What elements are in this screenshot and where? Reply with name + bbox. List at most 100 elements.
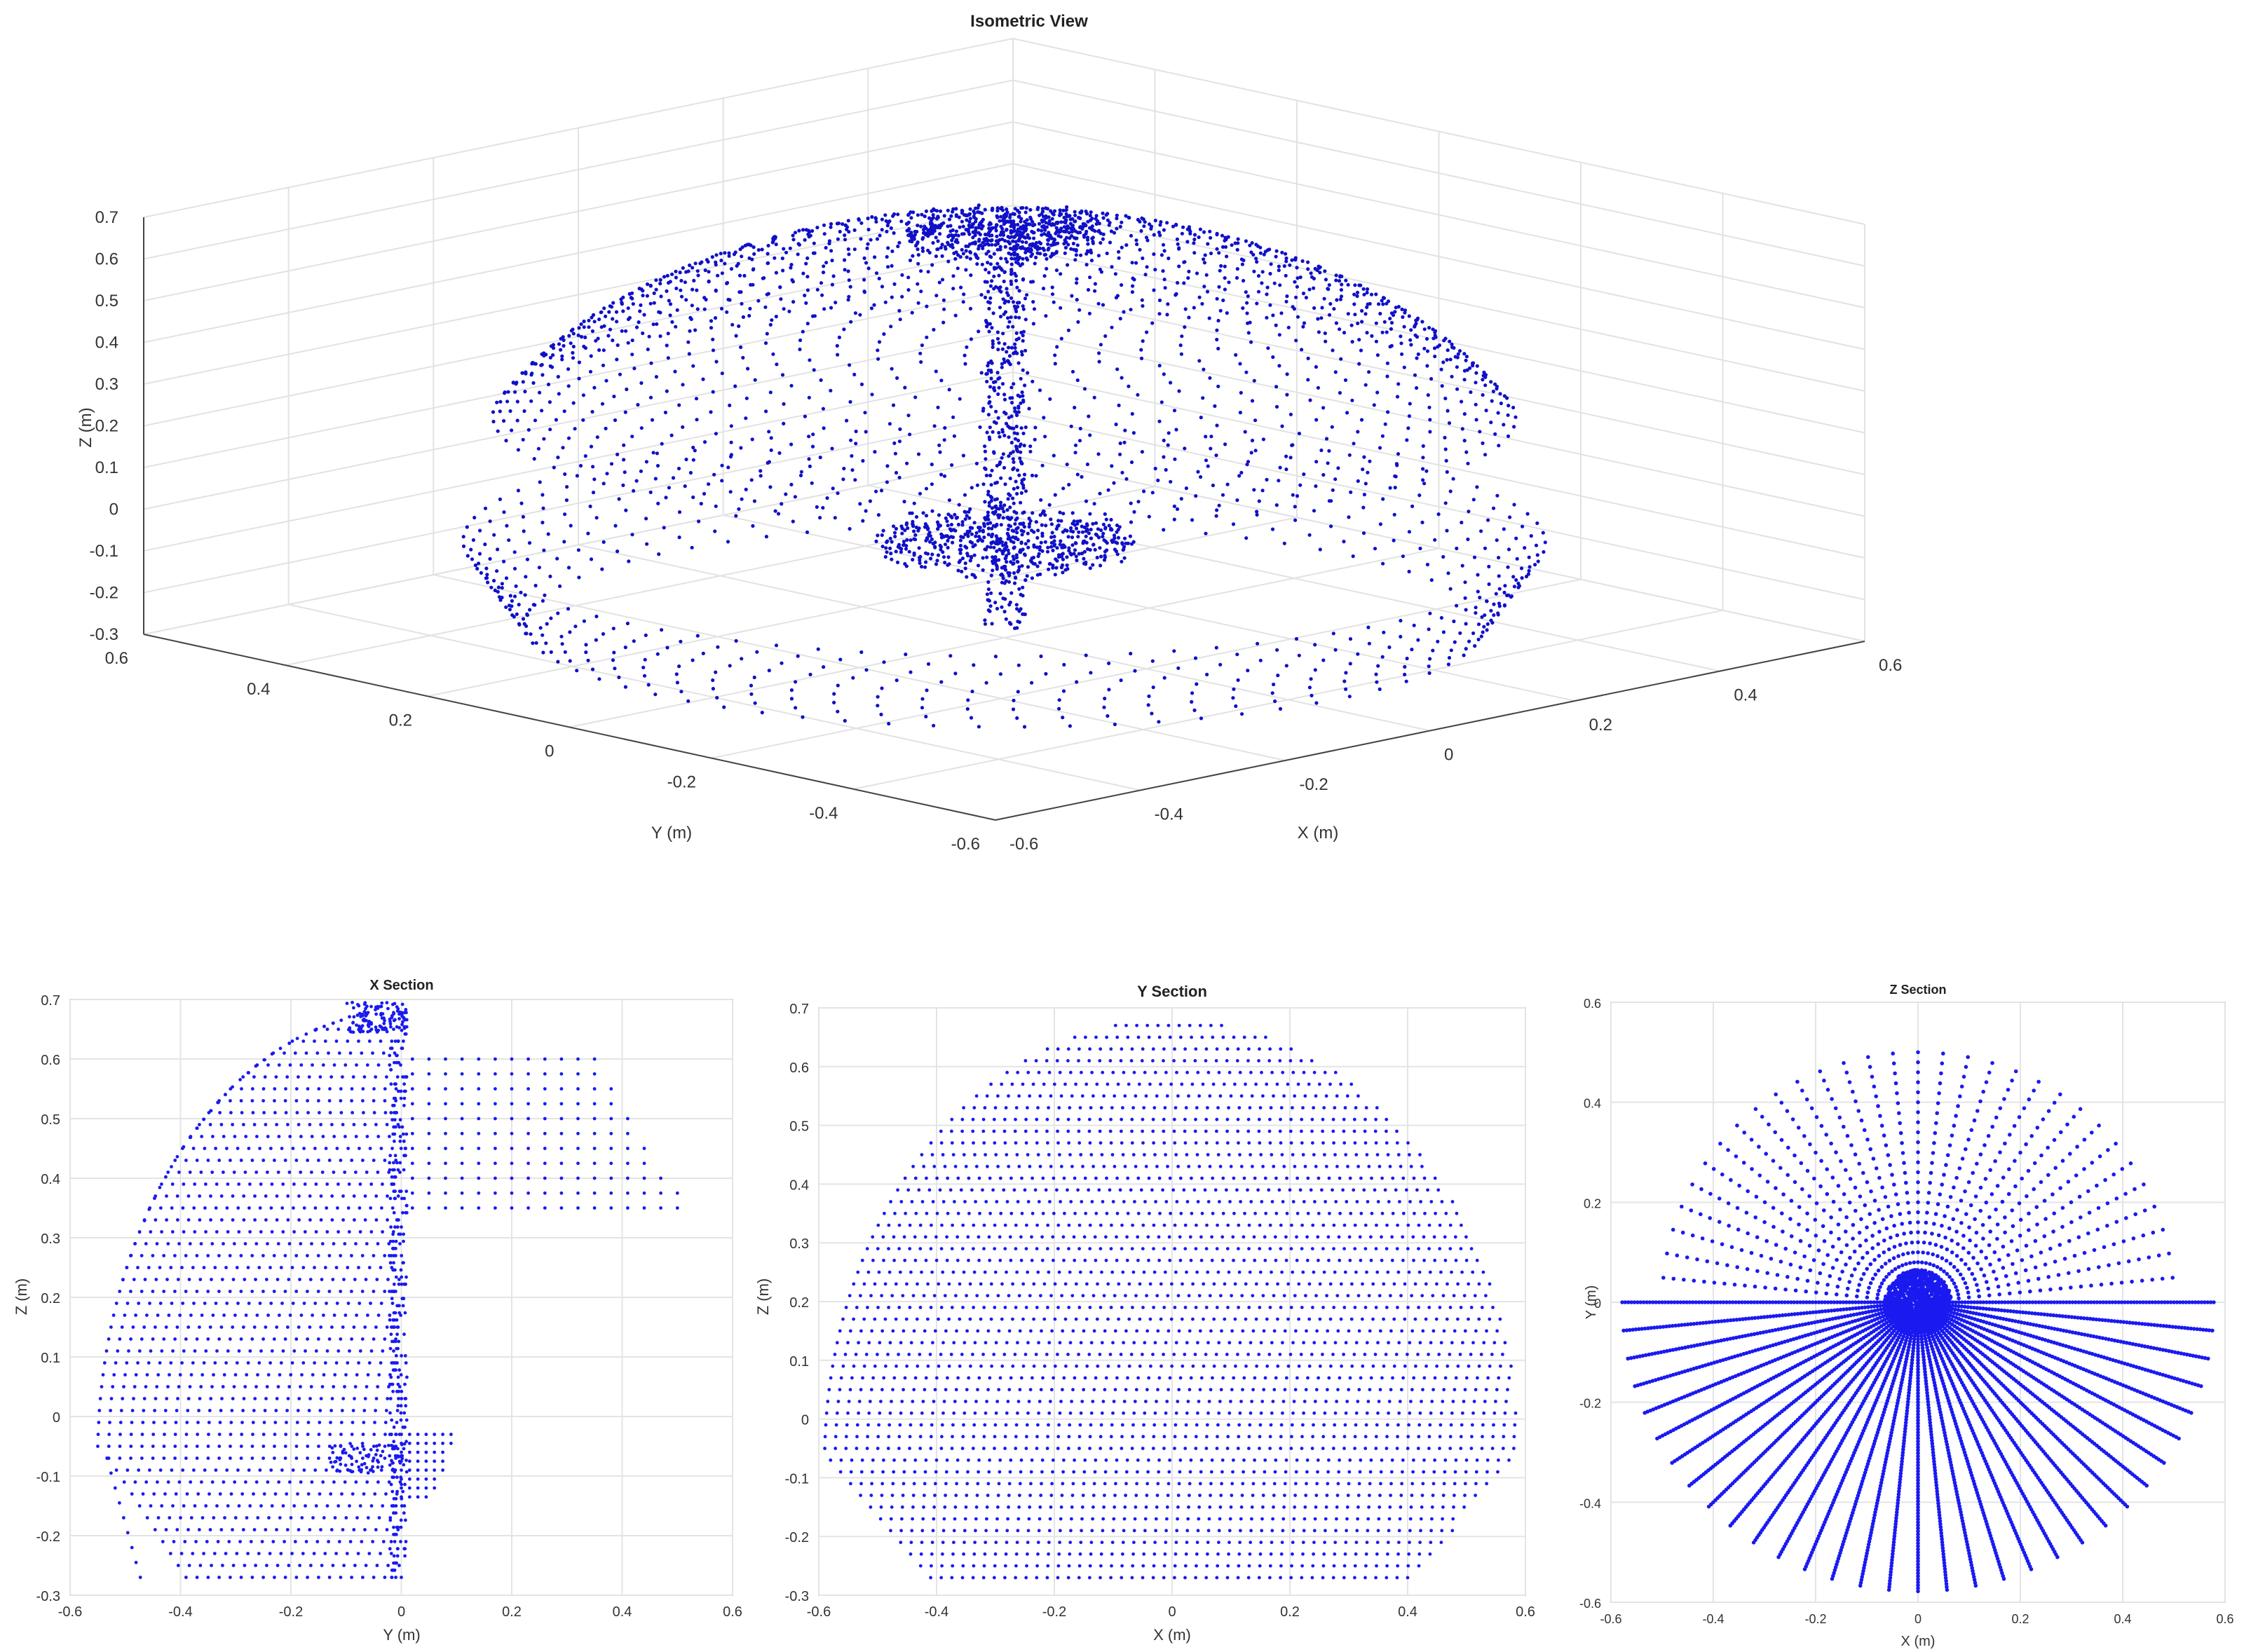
isometric-point <box>1462 369 1467 373</box>
isometric-point <box>1495 493 1499 498</box>
isometric-point <box>613 418 618 423</box>
isometric-point <box>964 249 968 253</box>
xs-point <box>263 1409 267 1412</box>
isometric-point <box>1235 498 1239 503</box>
isometric-point <box>854 442 858 446</box>
xs-point <box>404 1404 408 1408</box>
isometric-point <box>912 529 916 533</box>
xs-point <box>127 1349 130 1353</box>
isometric-point <box>1084 534 1088 538</box>
xs-point <box>219 1325 224 1329</box>
isometric-point <box>1343 378 1348 383</box>
xs-point <box>362 1009 367 1013</box>
isometric-point <box>986 261 990 265</box>
xs-point <box>278 1516 282 1520</box>
xs-point <box>543 1072 547 1076</box>
isometric-point <box>998 238 1002 242</box>
isometric-point <box>1059 519 1063 523</box>
xs-point <box>285 1409 289 1412</box>
xs-point <box>400 1353 403 1358</box>
xs-point <box>389 1111 393 1114</box>
xs-point <box>332 1313 336 1317</box>
xs-point <box>193 1349 197 1353</box>
isometric-point <box>1317 266 1321 270</box>
xs-point <box>444 1176 447 1180</box>
isometric-point <box>701 377 705 381</box>
isometric-point <box>1352 442 1356 446</box>
isometric-point <box>1022 444 1026 448</box>
xs-point <box>259 1349 263 1353</box>
isometric-point <box>987 306 991 310</box>
isometric-point <box>948 654 953 658</box>
isometric-point <box>1332 307 1336 311</box>
isometric-point <box>1018 230 1022 234</box>
isometric-point <box>1021 400 1026 404</box>
xs-point <box>526 1206 530 1210</box>
isometric-point <box>1000 347 1005 351</box>
isometric-point <box>1025 293 1029 297</box>
xs-point <box>244 1480 247 1484</box>
isometric-point <box>1279 311 1284 315</box>
isometric-x-tick: 0.2 <box>1589 716 1612 735</box>
isometric-point <box>1124 243 1129 247</box>
isometric-point <box>1004 542 1008 547</box>
isometric-point <box>1474 371 1478 375</box>
isometric-point <box>744 416 748 421</box>
isometric-point <box>1107 661 1111 666</box>
isometric-point <box>617 497 621 501</box>
isometric-point <box>1152 288 1156 292</box>
isometric-point <box>492 578 496 583</box>
xs-point <box>321 1480 325 1484</box>
isometric-point <box>1066 263 1070 267</box>
isometric-point <box>1012 382 1016 386</box>
isometric-point <box>1086 219 1090 224</box>
xs-point <box>308 1325 312 1329</box>
isometric-point <box>780 373 785 377</box>
isometric-point <box>604 378 608 383</box>
isometric-point <box>658 278 662 282</box>
isometric-point <box>1019 376 1023 381</box>
xs-point <box>394 1337 397 1341</box>
isometric-point <box>1036 228 1040 232</box>
xs-point <box>393 1002 397 1006</box>
isometric-point <box>1252 378 1256 383</box>
xs-point <box>424 1477 428 1481</box>
isometric-point <box>882 332 886 336</box>
isometric-point <box>1415 385 1419 390</box>
isometric-point <box>1308 398 1312 402</box>
isometric-point <box>874 271 879 275</box>
isometric-point <box>830 446 834 451</box>
xs-point <box>444 1117 447 1121</box>
xs-point <box>376 1460 381 1464</box>
isometric-point <box>653 692 658 697</box>
isometric-point <box>762 276 766 280</box>
isometric-point <box>1297 653 1301 657</box>
xs-point <box>592 1131 597 1135</box>
isometric-point <box>989 404 993 409</box>
isometric-point <box>898 318 902 322</box>
isometric-point <box>981 568 985 573</box>
isometric-point <box>723 251 727 255</box>
isometric-point <box>608 327 613 332</box>
xs-point <box>526 1102 530 1106</box>
xs-point <box>118 1421 123 1424</box>
xs-point <box>576 1131 580 1135</box>
xs-point <box>390 1475 395 1480</box>
isometric-point <box>654 278 658 282</box>
isometric-point <box>1009 591 1014 595</box>
isometric-point <box>983 547 987 552</box>
isometric-point <box>533 362 538 366</box>
isometric-point <box>1066 243 1070 247</box>
xs-point <box>206 1337 210 1341</box>
isometric-point <box>1431 327 1435 332</box>
xs-point <box>220 1397 224 1400</box>
isometric-point <box>1521 524 1525 528</box>
isometric-point <box>1001 332 1005 336</box>
isometric-point <box>1265 292 1269 296</box>
isometric-point <box>1215 423 1219 428</box>
xs-point <box>642 1147 646 1150</box>
isometric-point <box>916 247 920 252</box>
xs-point <box>153 1409 157 1412</box>
isometric-point <box>667 486 672 490</box>
xs-point <box>334 1361 339 1365</box>
